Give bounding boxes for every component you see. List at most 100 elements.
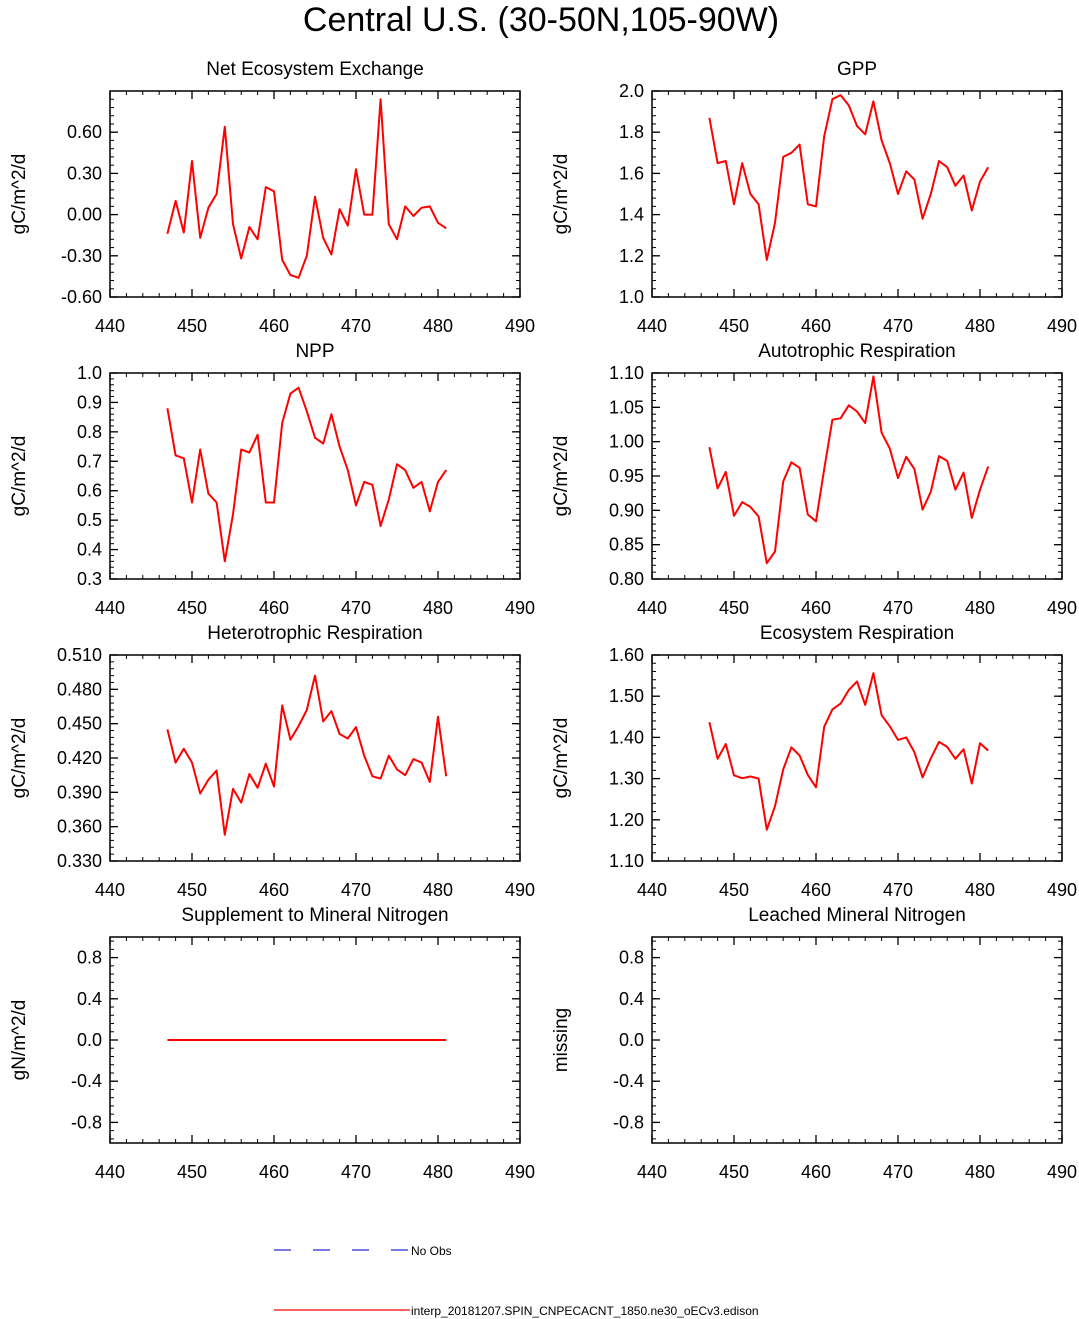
- x-tick-label: 470: [341, 880, 371, 900]
- x-tick-label: 480: [423, 880, 453, 900]
- y-tick-label: 0.8: [77, 948, 102, 968]
- y-tick-label: 2.0: [619, 81, 644, 101]
- y-tick-label: 0.00: [67, 205, 102, 225]
- panel-4: Heterotrophic Respiration gC/m^2/d 440 450 4…: [9, 623, 535, 900]
- x-tick-label: 440: [95, 880, 125, 900]
- y-tick-label: 0.7: [77, 451, 102, 471]
- x-tick-label: 460: [801, 880, 831, 900]
- x-tick-label: 440: [95, 1162, 125, 1182]
- y-tick-label: 1.60: [609, 645, 644, 665]
- x-tick-label: 490: [1047, 1162, 1077, 1182]
- x-tick-label: 440: [637, 880, 667, 900]
- x-tick-label: 470: [341, 598, 371, 618]
- x-tick-label: 470: [883, 1162, 913, 1182]
- y-tick-label: 0.510: [57, 645, 102, 665]
- x-tick-label: 440: [637, 598, 667, 618]
- x-tick-label: 470: [341, 1162, 371, 1182]
- y-tick-label: 0.4: [619, 989, 644, 1009]
- y-tick-label: 0.8: [77, 422, 102, 442]
- y-tick-label: -0.4: [613, 1071, 644, 1091]
- x-tick-label: 490: [1047, 316, 1077, 336]
- y-tick-label: 1.0: [77, 363, 102, 383]
- y-axis-label: gC/m^2/d: [551, 436, 572, 517]
- x-tick-label: 460: [801, 598, 831, 618]
- y-tick-label: 0.95: [609, 466, 644, 486]
- series-line: [708, 94, 990, 261]
- y-tick-label: -0.8: [613, 1112, 644, 1132]
- y-tick-label: 1.50: [609, 686, 644, 706]
- y-axis-label: gN/m^2/d: [9, 1000, 30, 1081]
- legend-label-no-obs: No Obs: [411, 1244, 452, 1258]
- x-tick-label: 490: [1047, 598, 1077, 618]
- y-tick-label: 0.85: [609, 535, 644, 555]
- plot-frame: [109, 90, 521, 298]
- x-tick-label: 450: [177, 598, 207, 618]
- y-axis-label: missing: [551, 1008, 572, 1072]
- x-tick-label: 490: [505, 598, 535, 618]
- y-tick-label: 0.8: [619, 948, 644, 968]
- y-axis-label: gC/m^2/d: [9, 718, 30, 799]
- panel-7: Leached Mineral Nitrogen missing 440 450 460…: [551, 905, 1077, 1182]
- legend: No Obs interp_20181207.SPIN_CNPECACNT_18…: [274, 1244, 759, 1318]
- x-tick-label: 480: [423, 316, 453, 336]
- panel-title: NPP: [295, 341, 334, 362]
- y-tick-label: 0.4: [77, 989, 102, 1009]
- y-tick-label: 1.8: [619, 122, 644, 142]
- panels: Net Ecosystem Exchange gC/m^2/d 440 450 460 4…: [9, 59, 1077, 1182]
- y-tick-label: 1.4: [619, 205, 644, 225]
- plot-frame: [109, 936, 521, 1144]
- x-tick-label: 460: [259, 598, 289, 618]
- y-tick-label: 0.0: [77, 1030, 102, 1050]
- panel-0: Net Ecosystem Exchange gC/m^2/d 440 450 460 4…: [9, 59, 535, 336]
- y-tick-label: 0.5: [77, 510, 102, 530]
- panel-3: Autotrophic Respiration gC/m^2/d 440 450 460…: [551, 341, 1077, 618]
- y-tick-label: 0.4: [77, 540, 102, 560]
- x-tick-label: 450: [177, 316, 207, 336]
- y-tick-label: 1.10: [609, 851, 644, 871]
- y-tick-label: 1.20: [609, 810, 644, 830]
- y-tick-label: 0.80: [609, 569, 644, 589]
- panel-5: Ecosystem Respiration gC/m^2/d 440 450 460 47…: [551, 623, 1077, 900]
- panel-1: GPP gC/m^2/d 440 450 460 470 480 490 1.0 1.2 1.4 1.…: [551, 59, 1077, 336]
- plot-frame: [109, 372, 521, 580]
- y-tick-label: 0.6: [77, 481, 102, 501]
- x-tick-label: 450: [719, 880, 749, 900]
- y-axis-label: gC/m^2/d: [551, 718, 572, 799]
- plot-frame: [651, 372, 1063, 580]
- y-tick-label: 1.6: [619, 163, 644, 183]
- panel-title: GPP: [837, 59, 877, 80]
- x-tick-label: 440: [95, 598, 125, 618]
- x-tick-label: 450: [719, 316, 749, 336]
- y-axis-label: gC/m^2/d: [9, 154, 30, 235]
- series-line: [166, 674, 448, 836]
- x-tick-label: 480: [965, 880, 995, 900]
- x-tick-label: 440: [95, 316, 125, 336]
- x-tick-label: 470: [883, 880, 913, 900]
- panel-2: NPP gC/m^2/d 440 450 460 470 480 490 0.3 0.4 0.5 0.…: [9, 341, 535, 618]
- x-tick-label: 460: [801, 316, 831, 336]
- x-tick-label: 490: [505, 316, 535, 336]
- series-line: [708, 375, 990, 565]
- y-tick-label: 1.0: [619, 287, 644, 307]
- plot-frame: [651, 90, 1063, 298]
- x-tick-label: 480: [423, 598, 453, 618]
- plot-frame: [651, 936, 1063, 1144]
- y-tick-label: 0.90: [609, 500, 644, 520]
- y-tick-label: 0.30: [67, 163, 102, 183]
- y-tick-label: 1.05: [609, 397, 644, 417]
- x-tick-label: 480: [965, 598, 995, 618]
- x-tick-label: 440: [637, 316, 667, 336]
- x-tick-label: 450: [719, 598, 749, 618]
- y-axis-label: gC/m^2/d: [9, 436, 30, 517]
- y-tick-label: -0.30: [61, 246, 102, 266]
- y-tick-label: 0.3: [77, 569, 102, 589]
- x-tick-label: 440: [637, 1162, 667, 1182]
- legend-label-model: interp_20181207.SPIN_CNPECACNT_1850.ne30…: [411, 1304, 759, 1318]
- series-line: [708, 672, 989, 831]
- x-tick-label: 460: [259, 880, 289, 900]
- x-tick-label: 470: [883, 316, 913, 336]
- x-tick-label: 490: [505, 880, 535, 900]
- x-tick-label: 470: [883, 598, 913, 618]
- x-tick-label: 490: [505, 1162, 535, 1182]
